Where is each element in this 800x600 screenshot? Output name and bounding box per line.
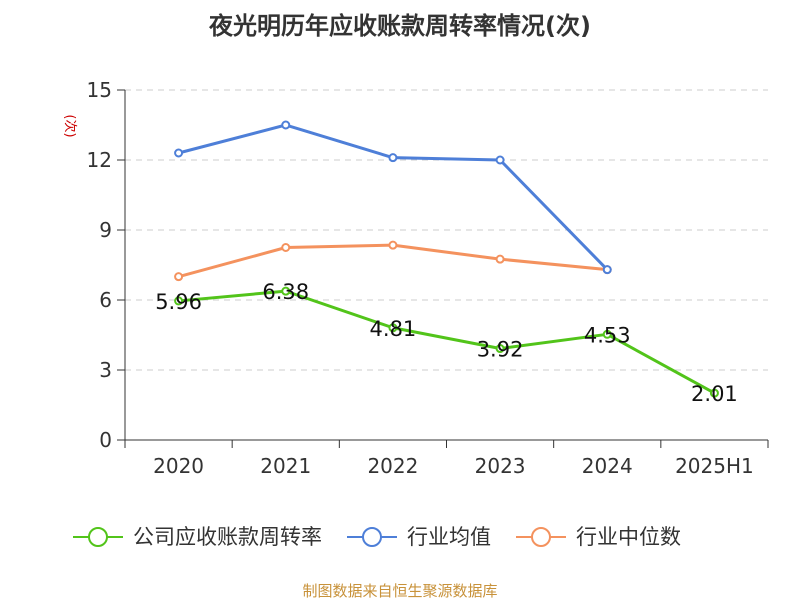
- data-label: 2.01: [691, 382, 738, 406]
- x-tick-label: 2020: [153, 454, 204, 478]
- data-point: [495, 254, 505, 264]
- y-axis-label: (次): [62, 114, 78, 137]
- data-point: [174, 272, 184, 282]
- data-point: [388, 323, 398, 333]
- data-point: [174, 148, 184, 158]
- data-point: [495, 344, 505, 354]
- chart-title: 夜光明历年应收账款周转率情况(次): [208, 12, 591, 40]
- axes: 0 3 6 9 12 15 2020 2021 2022 2023 2024 2025H1: [87, 78, 769, 478]
- y-tick-label: 3: [99, 358, 112, 382]
- x-tick-label: 2022: [367, 454, 418, 478]
- source-footer: 制图数据来自恒生聚源数据库: [302, 582, 497, 600]
- legend-label: 公司应收账款周转率: [133, 525, 322, 549]
- data-labels: 5.96 6.38 4.81 3.92 4.53 2.01: [155, 280, 738, 406]
- data-label: 4.53: [584, 323, 631, 347]
- y-tick-label: 0: [99, 428, 112, 452]
- data-label: 4.81: [370, 317, 417, 341]
- y-tick-label: 12: [87, 148, 112, 172]
- legend-swatch-marker: [531, 527, 551, 547]
- legend-item[interactable]: 行业均值: [347, 525, 491, 549]
- legend-label: 行业中位数: [576, 525, 681, 549]
- legend-swatch-marker: [88, 527, 108, 547]
- data-point: [495, 155, 505, 165]
- series-layer: [174, 120, 719, 398]
- y-tick-label: 9: [99, 218, 112, 242]
- legend-item[interactable]: 公司应收账款周转率: [73, 525, 322, 549]
- legend-item[interactable]: 行业中位数: [516, 525, 681, 549]
- legend-label: 行业均值: [407, 525, 491, 549]
- series-line: [178, 289, 716, 395]
- data-point: [281, 120, 291, 130]
- data-point: [388, 240, 398, 250]
- data-label: 5.96: [155, 290, 202, 314]
- data-label: 6.38: [262, 280, 309, 304]
- legend[interactable]: 公司应收账款周转率 行业均值 行业中位数: [73, 525, 681, 549]
- data-point: [281, 243, 291, 252]
- data-point: [388, 153, 398, 163]
- data-point: [174, 296, 184, 306]
- x-tick-label: 2025H1: [675, 454, 754, 478]
- data-point: [709, 388, 719, 398]
- series-line: [178, 243, 608, 279]
- y-tick-label: 6: [99, 288, 112, 312]
- data-point: [602, 265, 612, 275]
- data-label: 3.92: [477, 338, 524, 362]
- grid-lines: [125, 89, 768, 371]
- y-tick-label: 15: [87, 78, 112, 102]
- data-point: [602, 329, 612, 339]
- legend-swatch-marker: [362, 527, 382, 547]
- data-point: [281, 286, 291, 296]
- x-tick-label: 2021: [260, 454, 311, 478]
- x-tick-label: 2023: [475, 454, 526, 478]
- x-tick-label: 2024: [582, 454, 633, 478]
